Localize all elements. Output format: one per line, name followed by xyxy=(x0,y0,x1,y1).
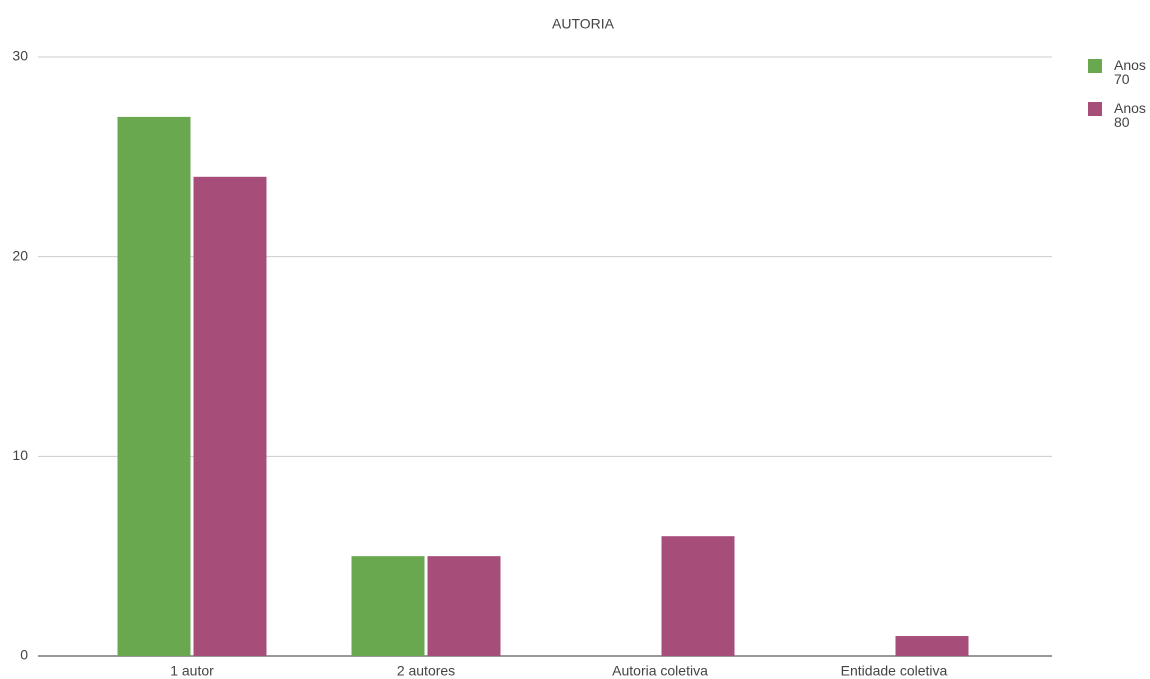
x-tick-label: Autoria coletiva xyxy=(612,663,708,679)
bar xyxy=(351,556,425,656)
x-tick-label: 1 autor xyxy=(170,663,214,679)
bar xyxy=(193,176,267,657)
y-tick-label: 10 xyxy=(12,447,28,463)
x-tick-label: 2 autores xyxy=(397,663,455,679)
legend-label: Anos 70 xyxy=(1114,57,1146,87)
bar xyxy=(117,116,191,656)
legend-label: Anos 80 xyxy=(1114,100,1146,130)
bar xyxy=(427,556,501,656)
legend-item: Anos 80 xyxy=(1088,101,1150,129)
bar xyxy=(661,536,735,656)
y-tick-label: 0 xyxy=(20,647,28,663)
legend-item: Anos 70 xyxy=(1088,58,1150,86)
y-tick-label: 30 xyxy=(12,48,28,64)
x-tick-label: Entidade coletiva xyxy=(841,663,948,679)
y-tick-label: 20 xyxy=(12,247,28,263)
chart-title: AUTORIA xyxy=(552,16,615,32)
legend-swatch xyxy=(1088,59,1102,73)
legend-swatch xyxy=(1088,102,1102,116)
bar xyxy=(895,636,969,656)
